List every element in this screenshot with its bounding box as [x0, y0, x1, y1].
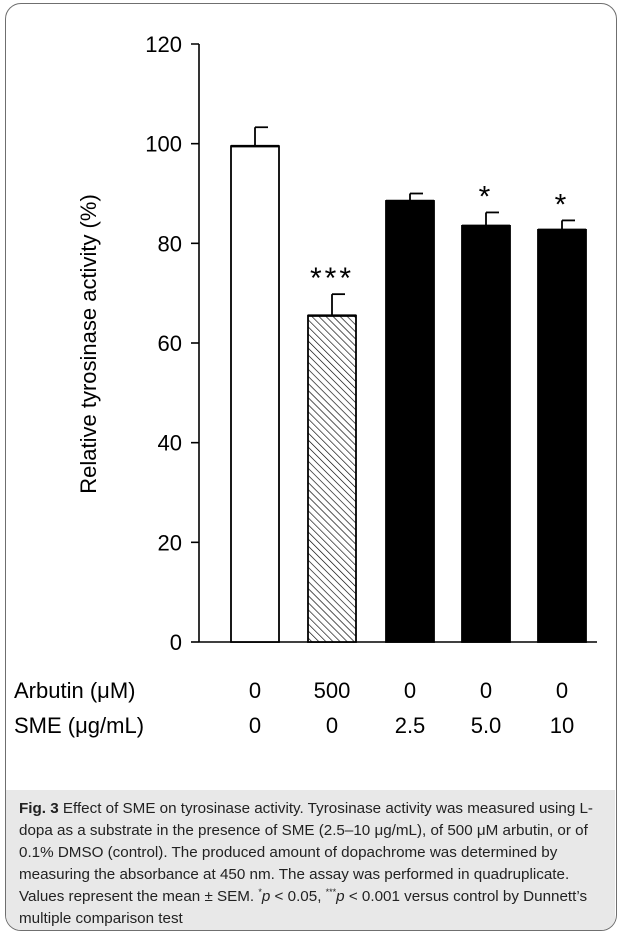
- bar-2: [307, 314, 357, 643]
- y-tick-label: 20: [158, 530, 182, 555]
- figure-caption: Fig. 3 Effect of SME on tyrosinase activ…: [6, 790, 615, 930]
- bar-1: [230, 145, 280, 643]
- caption-p-1: p: [261, 888, 271, 905]
- y-tick-label: 40: [158, 431, 182, 456]
- caption-sup-1: *: [258, 887, 262, 897]
- y-tick-label: 0: [170, 630, 182, 655]
- sme-value: 5.0: [471, 713, 502, 738]
- significance-marker: *: [555, 188, 570, 221]
- figure-frame: 0 20 40 60 80 100 120 Relative tyrosinase activ…: [5, 3, 617, 931]
- significance-marker: *: [479, 180, 494, 213]
- sme-value: 2.5: [395, 713, 426, 738]
- caption-text-1: Effect of SME on tyrosinase activity. Ty…: [19, 800, 593, 905]
- caption-p-2: p: [336, 888, 345, 905]
- bar-4: [461, 224, 511, 643]
- significance-marker: ***: [310, 262, 354, 295]
- caption-text-3: < 0.001 versus control by Dunnett’s mult…: [19, 888, 588, 927]
- arbutin-value: 500: [314, 678, 351, 703]
- arbutin-row-label: Arbutin (μM): [14, 678, 135, 703]
- y-tick-label: 120: [145, 32, 182, 57]
- arbutin-value: 0: [249, 678, 261, 703]
- arbutin-value: 0: [556, 678, 568, 703]
- y-axis-title: Relative tyrosinase activity (%): [76, 194, 101, 494]
- y-tick-label: 80: [158, 231, 182, 256]
- y-tick-label: 60: [158, 331, 182, 356]
- sme-value: 10: [550, 713, 574, 738]
- caption-sup-2: ***: [325, 887, 337, 897]
- arbutin-value: 0: [480, 678, 492, 703]
- sme-row-label: SME (μg/mL): [14, 713, 144, 738]
- sme-value: 0: [249, 713, 261, 738]
- bar-3: [385, 200, 435, 643]
- figure-label: Fig. 3: [19, 800, 59, 817]
- bar-5: [537, 228, 587, 643]
- caption-text-2: < 0.05,: [270, 888, 326, 905]
- arbutin-value: 0: [404, 678, 416, 703]
- sme-value: 0: [326, 713, 338, 738]
- y-tick-label: 100: [145, 132, 182, 157]
